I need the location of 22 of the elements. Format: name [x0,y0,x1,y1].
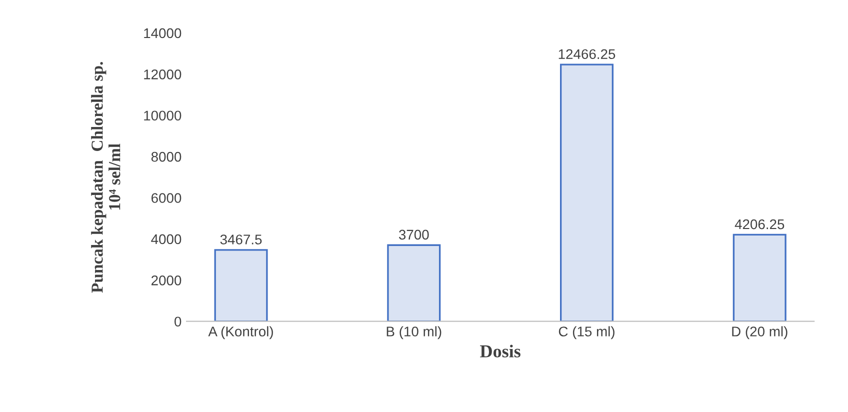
y-tick-label: 0 [174,316,182,327]
bar [560,64,614,322]
x-axis-title: Dosis [480,344,520,358]
data-label: 4206.25 [734,219,784,230]
data-label: 3700 [398,230,429,240]
data-label: 12466.25 [558,49,616,60]
y-tick-label: 12000 [144,69,182,80]
y-tick-label: 10000 [144,110,182,121]
data-label: 3467.5 [220,234,262,244]
bar [214,249,268,322]
y-tick-label: 8000 [151,152,182,162]
y-tick-label: 6000 [152,193,182,203]
x-tick-label: C (15 ml) [558,326,614,340]
y-tick-label: 14000 [144,28,182,38]
y-axis-title: Puncak kepadatan Chlorella sp. 10⁴ sel/ml [91,62,120,293]
bar [732,234,786,322]
x-tick-label: A (Kontrol) [208,326,273,340]
x-tick-label: B (10 ml) [386,326,442,340]
bar [387,244,441,322]
y-tick-label: 2000 [152,275,182,286]
x-tick-label: D (20 ml) [732,326,788,340]
y-tick-label: 4000 [151,234,182,244]
